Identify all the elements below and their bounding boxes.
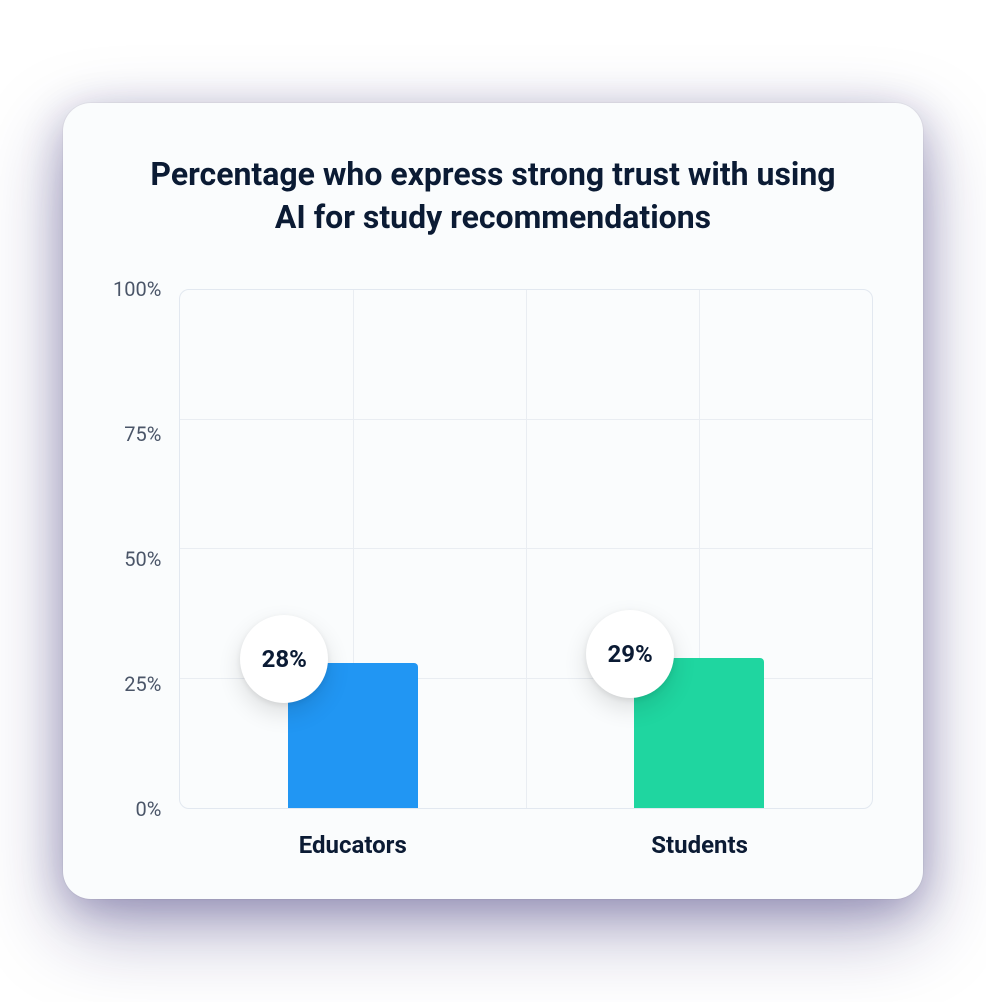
y-tick: 0% [135,799,161,819]
plot-area: 28% 29% [179,289,873,809]
chart-area: 100% 75% 50% 25% 0% 28% 29% EducatorsStud… [113,289,873,859]
x-axis-label: Educators [179,831,526,859]
y-tick: 50% [124,549,161,569]
x-axis: EducatorsStudents [179,831,873,859]
y-axis: 100% 75% 50% 25% 0% [113,289,179,809]
plot-wrapper: 28% 29% EducatorsStudents [179,289,873,859]
bar-slot: 29% [526,290,872,808]
bars-container: 28% 29% [180,290,872,808]
bar-slot: 28% [180,290,526,808]
y-tick: 75% [124,424,161,444]
y-tick: 25% [124,674,161,694]
x-axis-label: Students [526,831,873,859]
bar: 28% [288,663,418,808]
value-badge: 28% [240,615,328,703]
value-badge: 29% [586,610,674,698]
chart-card: Percentage who express strong trust with… [63,103,923,899]
chart-title: Percentage who express strong trust with… [113,153,873,239]
bar: 29% [634,658,764,808]
y-tick: 100% [113,279,161,299]
